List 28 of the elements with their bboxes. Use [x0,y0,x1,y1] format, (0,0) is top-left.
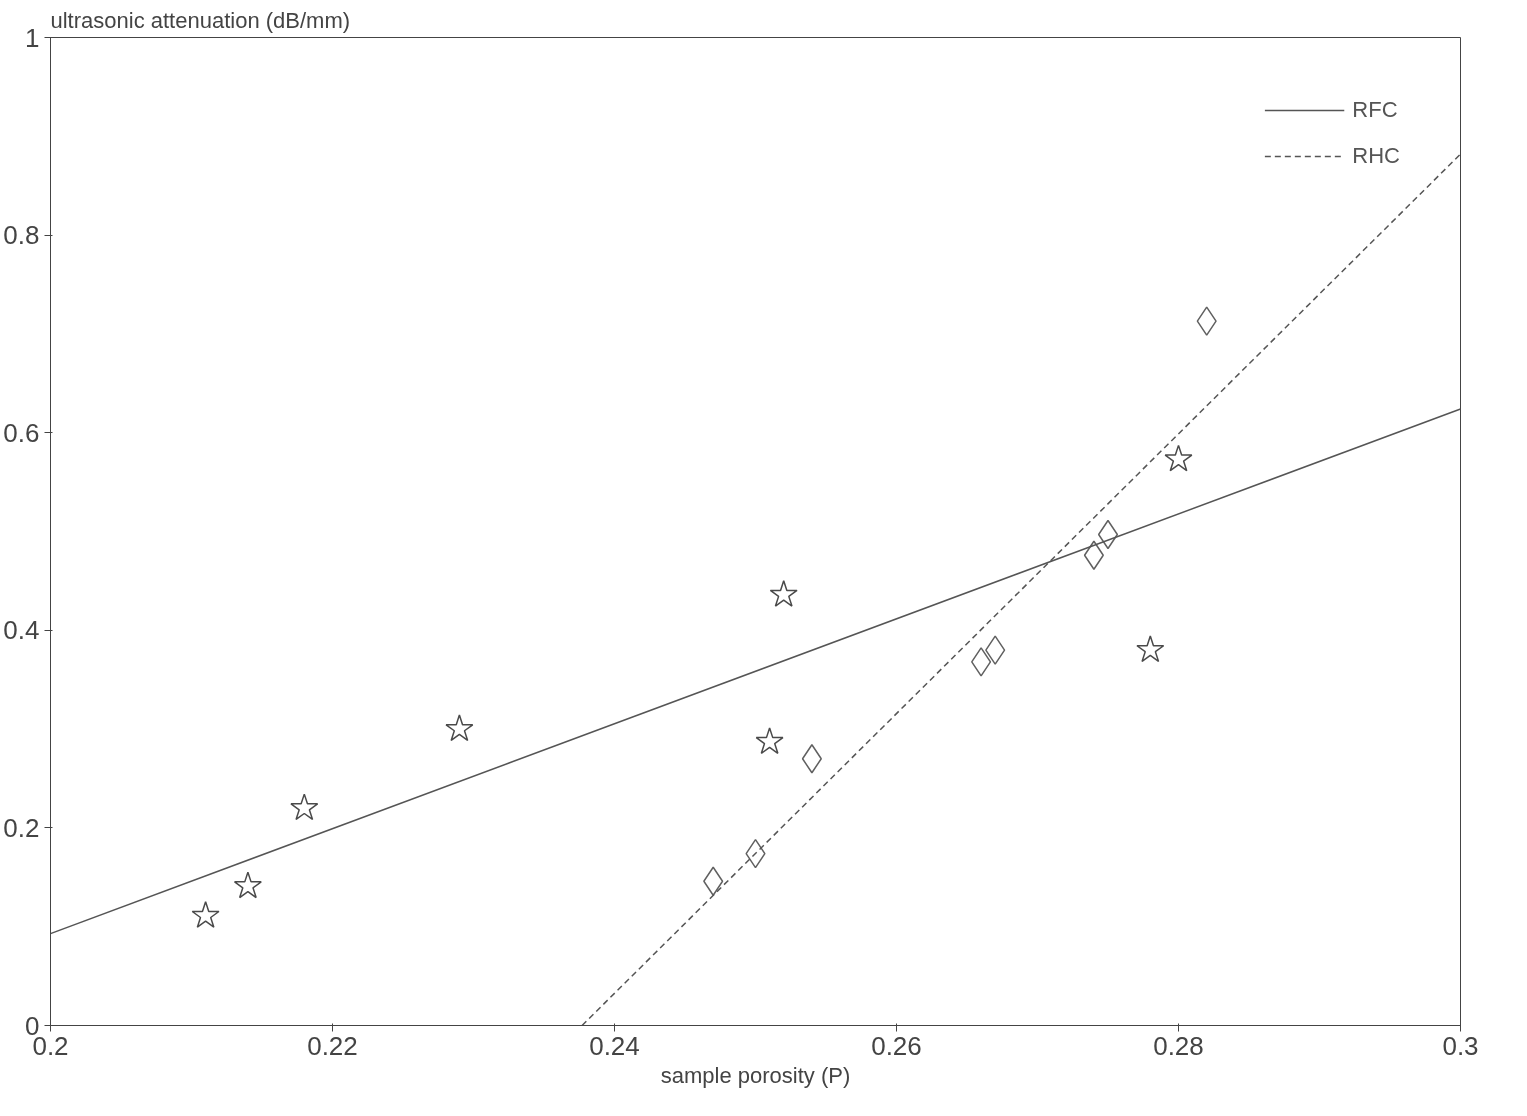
y-tick-label: 0.2 [3,812,40,843]
x-tick-label: 0.22 [307,1030,358,1061]
point [191,901,220,928]
point [971,647,992,677]
x-tick-label: 0.26 [871,1030,922,1061]
point [233,871,262,899]
point [1164,444,1193,472]
legend-label: RFC [1352,97,1398,123]
x-tick-label: 0.24 [589,1030,640,1061]
y-axis-title: ultrasonic attenuation (dB/mm) [50,7,351,33]
point [1136,635,1165,663]
point [755,727,784,755]
legend-label: RHC [1352,143,1400,169]
point [1097,519,1119,550]
y-tick-label: 0.6 [3,417,40,448]
point [1083,540,1104,570]
y-tick-label: 1 [25,22,40,53]
y-tick-label: 0.8 [3,220,40,251]
x-axis-title: sample porosity (P) [660,1062,851,1088]
point [290,793,319,821]
point [703,866,724,896]
x-tick-label: 0.28 [1153,1030,1204,1061]
point [769,579,798,607]
point [445,714,474,742]
y-tick-label: 0.4 [3,615,40,646]
point [985,635,1006,665]
point [1196,306,1217,336]
x-tick-label: 0.3 [1442,1030,1479,1061]
